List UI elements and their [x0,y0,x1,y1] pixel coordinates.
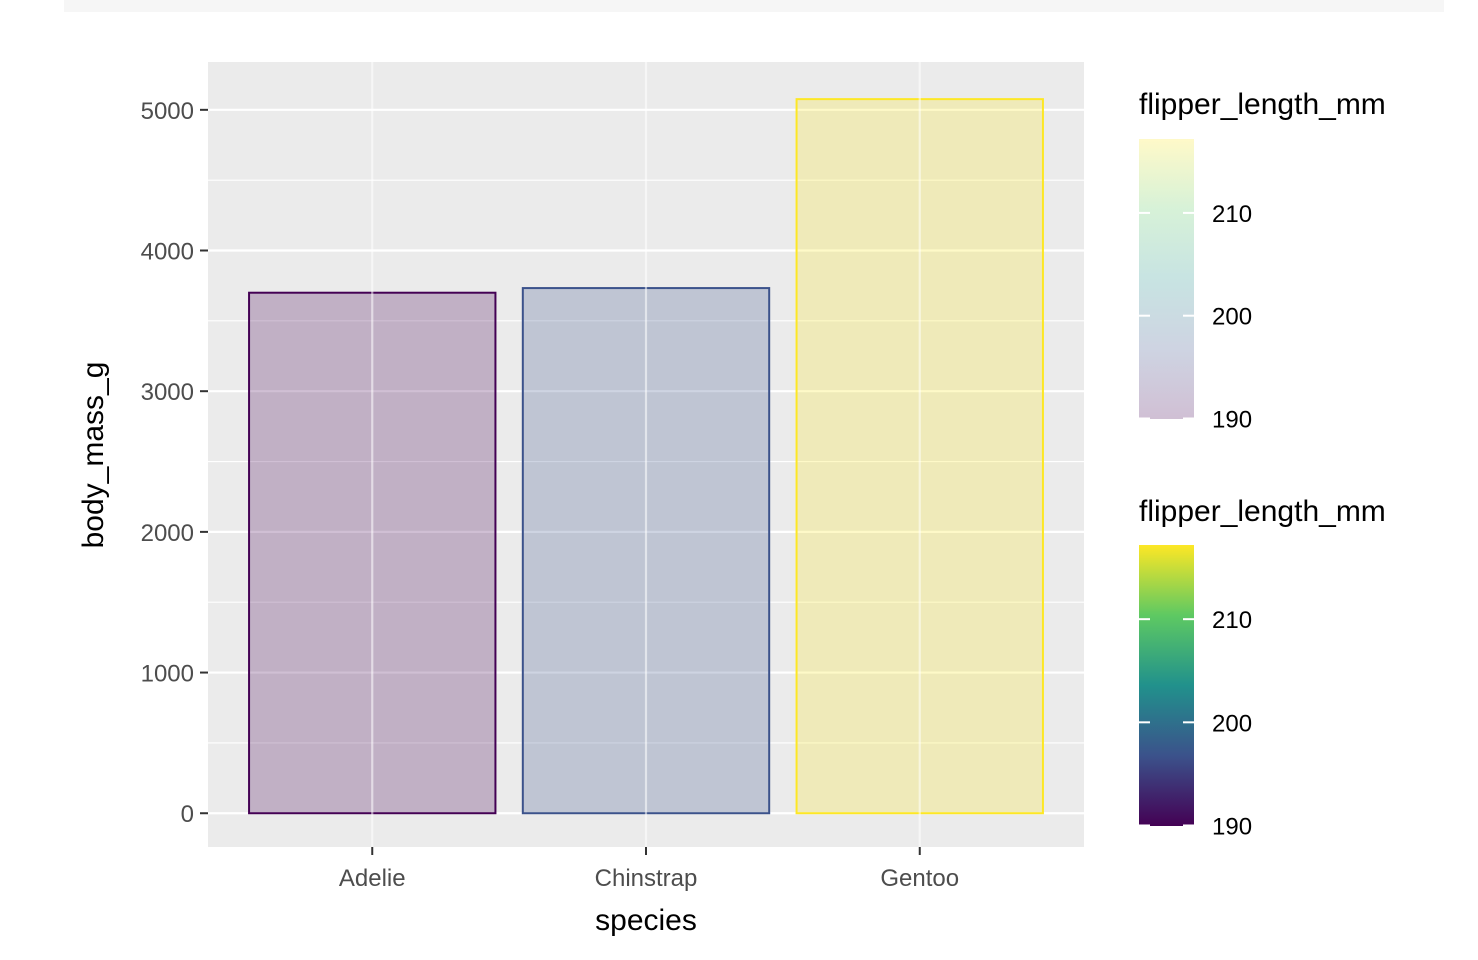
legends: flipper_length_mm 190 200 210 flipper_length… [1139,88,1386,840]
legend-title: flipper_length_mm [1139,495,1386,528]
x-tick-label: Chinstrap [595,865,698,892]
y-tick-label: 1000 [141,661,194,688]
colorbar [1139,545,1194,826]
x-axis-title: species [595,904,697,937]
legend-tick-label: 210 [1212,201,1252,228]
axes: 0 1000 2000 3000 4000 5000 Adelie Chinstrap Gent… [141,98,960,892]
x-tick-label: Gentoo [880,865,959,892]
x-tick-label: Adelie [339,865,406,892]
colorbar [1139,139,1194,419]
legend-tick-label: 200 [1212,304,1252,331]
legend-tick-label: 210 [1212,607,1252,634]
legend-tick-label: 190 [1212,813,1252,840]
legend-tick-label: 190 [1212,406,1252,433]
top-strip [64,0,1444,12]
y-tick-label: 5000 [141,98,194,125]
y-tick-label: 2000 [141,520,194,547]
legend-tick-label: 200 [1212,710,1252,737]
vertical-grid-lines [371,62,921,847]
y-tick-label: 0 [181,801,194,828]
y-tick-label: 3000 [141,379,194,406]
y-axis-title: body_mass_g [77,362,110,549]
legend-title: flipper_length_mm [1139,88,1386,121]
y-tick-label: 4000 [141,239,194,266]
